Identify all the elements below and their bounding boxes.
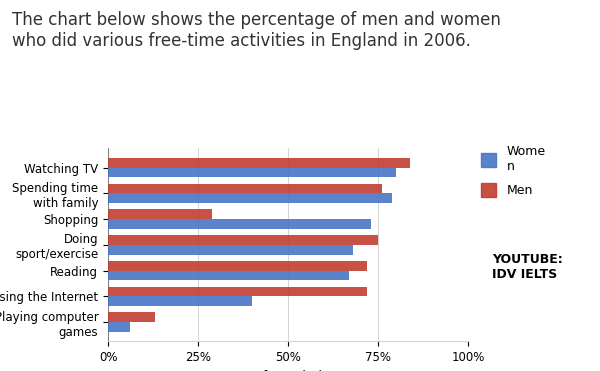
Bar [108,235,378,245]
Bar [108,296,252,306]
Bar [108,286,367,296]
Bar [108,209,212,219]
Bar [108,245,353,255]
Bar [108,322,130,332]
Text: YOUTUBE:
IDV IELTS: YOUTUBE: IDV IELTS [492,253,563,281]
Bar [108,219,371,229]
Bar [108,270,349,280]
Bar [108,312,155,322]
X-axis label: % of population: % of population [239,370,337,371]
Bar [108,168,396,177]
Bar [108,261,367,270]
Bar [108,193,392,203]
Legend: Wome
n, Men: Wome n, Men [481,145,545,197]
Bar [108,158,410,168]
Text: The chart below shows the percentage of men and women
who did various free-time : The chart below shows the percentage of … [12,11,501,50]
Bar [108,184,382,193]
